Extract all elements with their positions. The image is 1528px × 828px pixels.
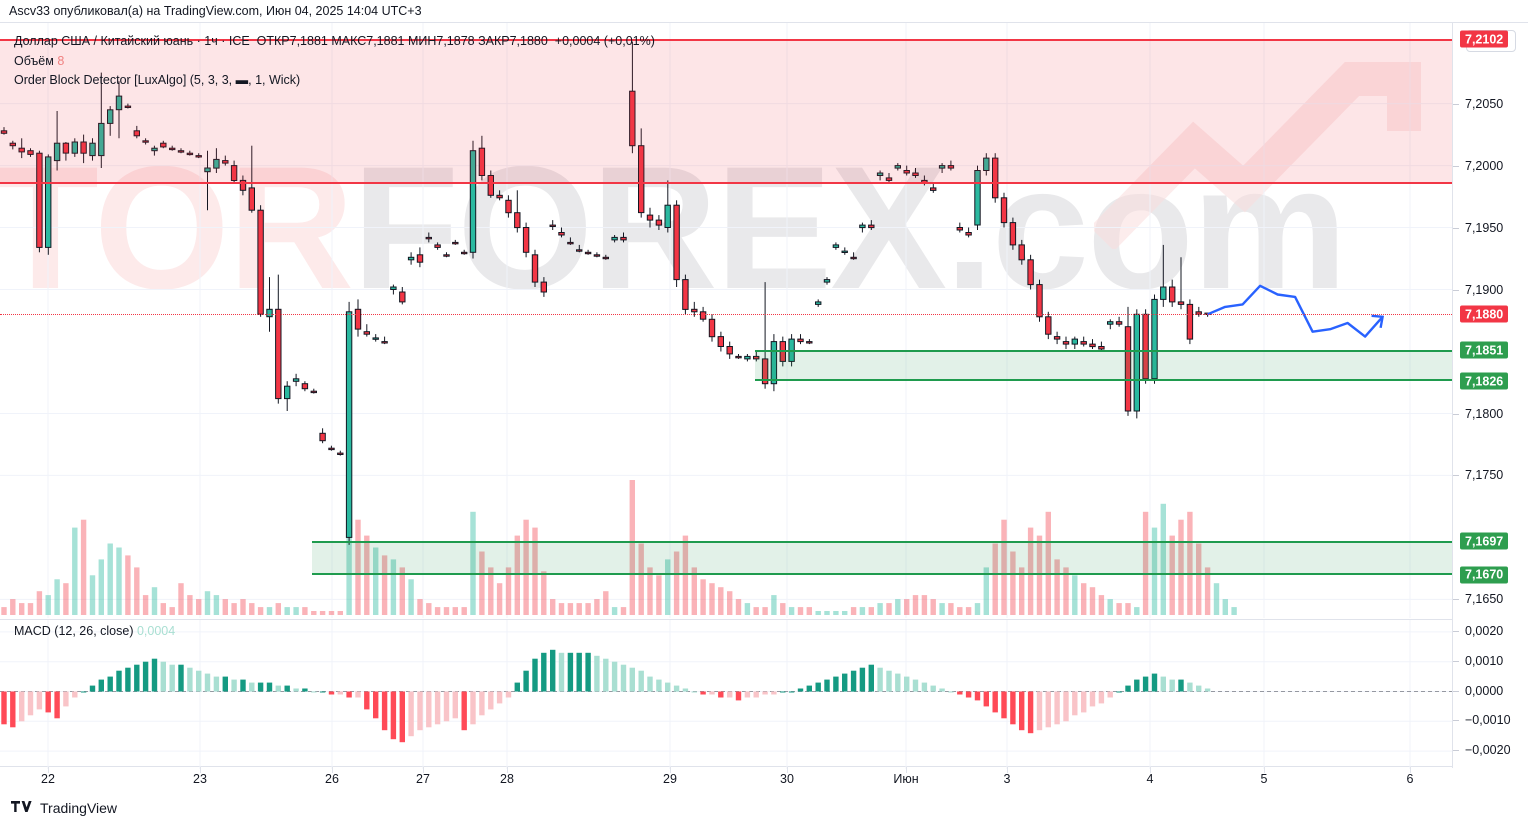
- price-pill-green[interactable]: 7,1851: [1460, 341, 1509, 359]
- price-tick-label: 7,1900: [1465, 282, 1504, 297]
- legend-ohlc: ОТКР7,1881 МАКС7,1881 МИН7,1878 ЗАКР7,18…: [256, 34, 548, 48]
- price-axis[interactable]: CNY 7,20507,20007,19507,19007,18007,1750…: [1452, 23, 1528, 768]
- bullish-order-block-lower: [312, 541, 1452, 575]
- bearish-order-block: [0, 39, 1452, 185]
- price-tick-dash: [1453, 413, 1459, 415]
- legend-sep-1: ·: [193, 34, 205, 48]
- time-tick-separator: [1007, 767, 1008, 773]
- macd-tick-dash: [1453, 630, 1459, 632]
- price-pill-green[interactable]: 7,1826: [1460, 372, 1509, 390]
- legend-exchange: ICE: [228, 34, 250, 48]
- time-tick-separator: [1150, 767, 1151, 773]
- legend-sep-2: ·: [217, 34, 229, 48]
- price-pane[interactable]: TORFOREX.com Доллар США / Китайский юань…: [0, 23, 1452, 618]
- volume-legend[interactable]: Объём 8: [14, 54, 64, 68]
- time-tick-separator: [670, 767, 671, 773]
- bullish-order-block-upper: [755, 350, 1452, 382]
- macd-tick-label: 0,0010: [1465, 653, 1504, 668]
- time-tick-label: 3: [1003, 772, 1011, 786]
- price-pill-red[interactable]: 7,1880: [1460, 305, 1509, 323]
- time-tick-separator: [332, 767, 333, 773]
- volume-legend-value: 8: [57, 54, 65, 68]
- time-tick-separator: [1264, 767, 1265, 773]
- price-tick-label: 7,1750: [1465, 468, 1504, 483]
- price-pill-green[interactable]: 7,1670: [1460, 566, 1509, 584]
- last-price-line: [0, 314, 1452, 316]
- time-tick-separator: [787, 767, 788, 773]
- time-tick-separator: [423, 767, 424, 773]
- time-tick-separator: [1410, 767, 1411, 773]
- volume-legend-label: Объём: [14, 54, 54, 68]
- macd-tick-label: 0,0020: [1465, 623, 1504, 638]
- time-tick-label: 26: [325, 772, 339, 786]
- legend-interval: 1ч: [204, 34, 218, 48]
- time-tick-label: 4: [1146, 772, 1154, 786]
- time-tick-label: 22: [41, 772, 55, 786]
- time-tick-label: 28: [500, 772, 514, 786]
- time-tick-label: Июн: [893, 772, 919, 786]
- macd-pane[interactable]: MACD (12, 26, close) 0,0004: [0, 619, 1452, 769]
- footer: TradingView: [11, 800, 117, 816]
- macd-tick-dash: [1453, 690, 1459, 692]
- publication-line: Ascv33 опубликовал(а) на TradingView.com…: [9, 4, 422, 18]
- time-tick-label: 30: [780, 772, 794, 786]
- symbol-legend[interactable]: Доллар США / Китайский юань · 1ч · ICE О…: [14, 34, 655, 48]
- legend-change: +0,0004 (+0,01%): [554, 34, 655, 48]
- price-tick-dash: [1453, 475, 1459, 477]
- time-tick-label: 5: [1260, 772, 1268, 786]
- legend-symbol: Доллар США / Китайский юань: [14, 34, 194, 48]
- price-tick-dash: [1453, 165, 1459, 167]
- indicator-legend-label: Order Block Detector [LuxAlgo] (5, 3, 3,…: [14, 73, 301, 87]
- tradingview-logo-icon: [11, 801, 32, 812]
- price-tick-dash: [1453, 227, 1459, 229]
- price-tick-label: 7,2000: [1465, 158, 1504, 173]
- price-tick-label: 7,2050: [1465, 96, 1504, 111]
- macd-tick-label: −0,0010: [1465, 713, 1511, 728]
- time-tick-separator: [906, 767, 907, 773]
- macd-tick-label: −0,0020: [1465, 743, 1511, 758]
- macd-legend-value: 0,0004: [136, 624, 176, 638]
- price-tick-dash: [1453, 103, 1459, 105]
- time-tick-label: 23: [193, 772, 207, 786]
- chart-frame: TORFOREX.com Доллар США / Китайский юань…: [0, 22, 1528, 769]
- time-tick-separator: [507, 767, 508, 773]
- macd-tick-dash: [1453, 660, 1459, 662]
- price-tick-label: 7,1650: [1465, 592, 1504, 607]
- time-axis[interactable]: 22 23 26 27 28 29 30 Июн 3 4 5 6: [0, 767, 1528, 795]
- time-tick-label: 27: [416, 772, 430, 786]
- macd-series: [0, 620, 1452, 769]
- price-tick-dash: [1453, 289, 1459, 291]
- price-tick-dash: [1453, 599, 1459, 601]
- macd-legend[interactable]: MACD (12, 26, close) 0,0004: [14, 624, 175, 638]
- tradingview-brand: TradingView: [40, 800, 118, 816]
- indicator-legend[interactable]: Order Block Detector [LuxAlgo] (5, 3, 3,…: [14, 73, 300, 87]
- macd-tick-label: 0,0000: [1465, 683, 1504, 698]
- price-tick-label: 7,1950: [1465, 220, 1504, 235]
- time-tick-separator: [200, 767, 201, 773]
- time-tick-separator: [48, 767, 49, 773]
- macd-tick-dash: [1453, 750, 1459, 752]
- price-pill-green[interactable]: 7,1697: [1460, 532, 1509, 550]
- macd-tick-dash: [1453, 720, 1459, 722]
- price-series: [0, 23, 1452, 618]
- price-pill-red[interactable]: 7,2102: [1460, 30, 1509, 48]
- macd-legend-label: MACD (12, 26, close): [14, 624, 134, 638]
- price-tick-label: 7,1800: [1465, 406, 1504, 421]
- time-tick-label: 6: [1406, 772, 1414, 786]
- time-tick-label: 29: [663, 772, 677, 786]
